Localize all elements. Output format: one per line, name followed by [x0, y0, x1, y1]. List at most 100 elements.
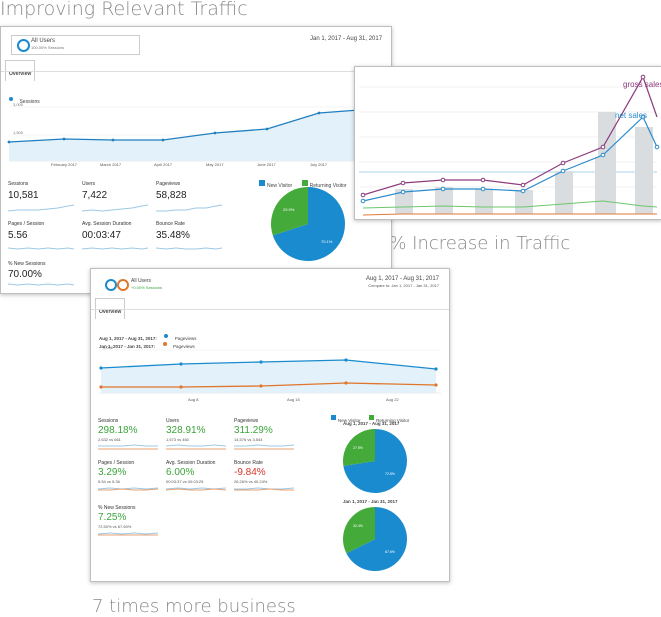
tab-overview-label: Overview: [99, 309, 122, 315]
metric-label: Users: [82, 181, 96, 187]
headline-more-business: 7 times more business: [92, 596, 296, 617]
range-label: Aug 1, 2017 - Aug 31, 2017:: [99, 336, 157, 341]
metric-tile-new-sessions[interactable]: % New Sessions 70.00%: [6, 259, 76, 289]
metric-label: Bounce Rate: [156, 221, 185, 227]
metric-value: 7,422: [82, 190, 108, 201]
pie-slice-new: [272, 187, 345, 261]
gross-sales-point: [640, 74, 646, 80]
y-tick: 5,000: [103, 345, 114, 350]
bar: [435, 187, 453, 214]
pie-slice-new: [346, 507, 407, 571]
y-tick-3000: 3,000: [13, 102, 24, 107]
metric-comparison: 1,573 vs 460: [166, 437, 189, 442]
range-label: Jan 1, 2017 - Jan 31, 2017:: [99, 344, 156, 349]
metric-value: 3.29%: [98, 467, 127, 478]
metric-tile-avg-session-duration[interactable]: Avg. Session Duration 00:03:47: [80, 219, 150, 255]
current-area: [101, 360, 436, 393]
sparkline: [166, 444, 226, 450]
date-range[interactable]: Jan 1, 2017 - Aug 31, 2017: [310, 36, 383, 42]
net-sales-point: [400, 189, 406, 195]
metric-tile-new-sessions[interactable]: % New Sessions 7.25% 72.50% vs 67.60%: [97, 504, 161, 540]
metric-tile-users[interactable]: Users 328.91% 1,573 vs 460: [165, 417, 229, 453]
sparkline: [156, 204, 222, 212]
segment-selector[interactable]: All Users +0.00% Sessions: [101, 275, 211, 293]
tab-overview[interactable]: Overview: [5, 60, 36, 81]
sparkline: [82, 204, 148, 212]
metric-value: 7.25%: [98, 512, 127, 523]
segment-label: All Users: [31, 38, 56, 44]
sparkline: [234, 487, 294, 491]
pie-slice-new: [343, 429, 407, 493]
data-point: [161, 138, 165, 142]
metric-value: 311.29%: [234, 425, 273, 436]
pie-legend: New Visitor Returning Visitor: [331, 409, 409, 427]
x-tick: Aug 22: [386, 397, 399, 402]
data-point: [7, 140, 11, 144]
data-point: [317, 111, 321, 115]
segment-selector[interactable]: All Users 100.00% Sessions: [11, 35, 140, 55]
metric-label: Sessions: [8, 181, 29, 187]
metric-tile-pages-per-session[interactable]: Pages / Session 5.56: [6, 219, 76, 255]
returning-visitor-swatch-icon: [369, 415, 375, 421]
tab-overview[interactable]: Overview: [95, 298, 126, 319]
pie-label-returning: 32.4%: [353, 524, 363, 528]
sparkline: [98, 487, 158, 491]
visitor-pie-previous: 32.4% 67.6%: [343, 507, 407, 571]
net-sales-point: [440, 186, 446, 192]
gross-sales-point: [400, 180, 406, 186]
legend-dot-icon: [9, 96, 13, 101]
pie-legend-new: New Visitor: [338, 418, 361, 423]
blue-dot-icon: [164, 333, 169, 338]
x-tick: July 2017: [310, 162, 328, 167]
metric-label: Avg. Session Duration: [82, 221, 132, 227]
segment-circle-icon: [17, 39, 30, 52]
previous-point: [99, 385, 103, 389]
previous-point: [434, 383, 438, 387]
metric-label: Sessions: [98, 418, 119, 424]
metric-tile-pageviews[interactable]: Pageviews 58,828: [154, 179, 226, 215]
chart-legend: Sessions: [9, 90, 40, 108]
metric-tile-pages-per-session[interactable]: Pages / Session 3.29% 5.54 vs 5.36: [97, 459, 161, 495]
segment-sessions-change: +0.00% Sessions: [131, 285, 163, 290]
gross-sales-point: [560, 160, 566, 166]
current-point: [179, 362, 183, 366]
x-tick: Aug 8: [188, 397, 199, 402]
data-point: [265, 127, 269, 131]
metric-tile-pageviews[interactable]: Pageviews 311.29% 14,576 vs 3,544: [233, 417, 299, 453]
net-sales-point: [360, 198, 366, 204]
sessions-line: [8, 109, 360, 143]
previous-point: [259, 384, 263, 388]
pie-slice-returning: [271, 187, 308, 236]
series-label: Pageviews: [174, 336, 197, 341]
bar: [635, 127, 653, 214]
previous-point: [179, 385, 183, 389]
gross-sales-point: [360, 192, 366, 198]
metric-tile-bounce-rate[interactable]: Bounce Rate 35.48%: [154, 219, 226, 255]
metric-tile-bounce-rate[interactable]: Bounce Rate -9.84% 26.26% vs 40.24%: [233, 459, 299, 495]
metric-tile-avg-session-duration[interactable]: Avg. Session Duration 6.00% 00:03:37 vs …: [165, 459, 229, 495]
pie-legend-new: New Visitor: [267, 183, 293, 189]
tab-divider: [1, 71, 391, 72]
green-series-line: [362, 200, 658, 209]
gross-sales-point: [600, 144, 606, 150]
metric-comparison: 72.50% vs 67.60%: [98, 524, 132, 529]
compare-range[interactable]: Compare to: Jan 1, 2017 - Jan 31, 2017: [368, 283, 439, 288]
net-sales-point: [480, 186, 486, 192]
metric-label: Users: [166, 418, 180, 424]
x-tick: March 2017: [100, 162, 122, 167]
bar: [598, 112, 616, 214]
metric-tile-sessions[interactable]: Sessions 298.18% 2,632 vs 661: [97, 417, 161, 453]
date-range[interactable]: Aug 1, 2017 - Aug 31, 2017: [365, 276, 439, 282]
segment-sessions-percent: 100.00% Sessions: [31, 45, 65, 50]
sparkline: [166, 487, 226, 491]
metric-value: 70.00%: [8, 269, 42, 280]
metric-tile-users[interactable]: Users 7,422: [80, 179, 150, 215]
metric-tile-sessions[interactable]: Sessions 10,581: [6, 179, 76, 215]
pie-legend-returning: Returning Visitor: [376, 418, 410, 423]
orange-dot-icon: [162, 341, 167, 346]
pie-label-returning: 29.9%: [283, 207, 295, 212]
gross-sales-point: [440, 177, 446, 183]
pie-title-current: Aug 1, 2017 - Aug 31, 2017: [343, 421, 400, 426]
metric-label: Pageviews: [156, 181, 181, 187]
data-point: [62, 137, 66, 141]
